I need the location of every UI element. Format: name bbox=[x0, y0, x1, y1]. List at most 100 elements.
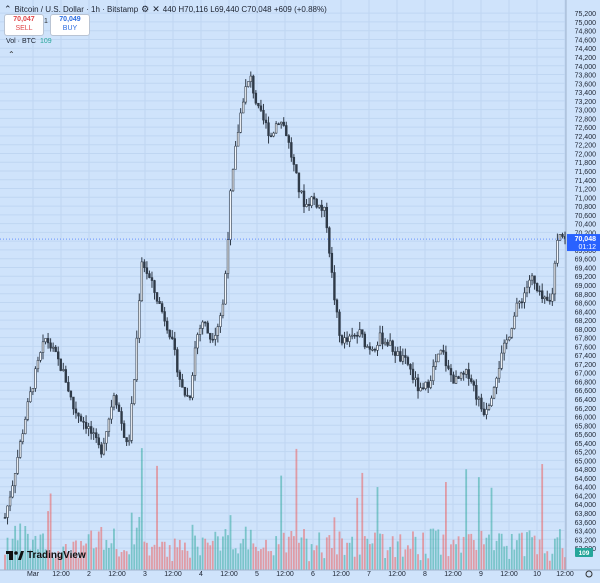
candle-body bbox=[59, 358, 62, 371]
volume-bar bbox=[26, 533, 29, 570]
candle-body bbox=[107, 418, 111, 432]
volume-bar bbox=[548, 560, 551, 570]
close-icon[interactable]: ✕ bbox=[152, 3, 160, 14]
volume-bar bbox=[120, 552, 123, 570]
volume-bar bbox=[366, 538, 369, 570]
candle-body bbox=[267, 122, 270, 137]
candle-body bbox=[214, 335, 217, 340]
collapse-icon[interactable]: ⌃ bbox=[8, 50, 15, 59]
volume-bar bbox=[394, 557, 397, 570]
volume-bar bbox=[62, 546, 65, 570]
volume-bar bbox=[508, 558, 511, 570]
volume-bar bbox=[92, 548, 95, 570]
candle-body bbox=[444, 351, 448, 367]
candle-body bbox=[34, 368, 37, 389]
candle-body bbox=[244, 86, 247, 103]
price-tick-label: 74,000 bbox=[575, 64, 597, 71]
candle-body bbox=[8, 496, 12, 507]
candle-body bbox=[176, 349, 179, 373]
tradingview-logo[interactable]: TradingView bbox=[6, 550, 86, 561]
candle-body bbox=[259, 105, 263, 111]
candle-body bbox=[500, 352, 503, 369]
candle-body bbox=[49, 342, 52, 349]
candle-body bbox=[381, 332, 384, 345]
candle-body bbox=[112, 395, 116, 408]
candle-body bbox=[95, 432, 98, 439]
settings-icon[interactable]: ⚙ bbox=[141, 3, 150, 14]
candle-body bbox=[229, 190, 232, 240]
settings-icon[interactable] bbox=[585, 570, 593, 578]
candle-body bbox=[252, 75, 255, 94]
volume-bar bbox=[242, 538, 245, 570]
candle-body bbox=[404, 355, 407, 358]
volume-bar bbox=[330, 548, 333, 570]
candle-body bbox=[19, 441, 22, 458]
volume-bar bbox=[156, 465, 158, 570]
candle-body bbox=[297, 172, 301, 193]
price-tick-label: 72,200 bbox=[575, 143, 597, 150]
candle-body bbox=[411, 368, 415, 380]
time-tick-label: 12:00 bbox=[164, 571, 182, 578]
sell-button[interactable]: 70,047 SELL bbox=[4, 14, 44, 36]
volume-bar bbox=[437, 529, 440, 570]
volume-bar bbox=[29, 549, 32, 570]
price-tick-label: 69,400 bbox=[575, 265, 597, 272]
candle-body bbox=[269, 135, 273, 138]
chevron-up-icon[interactable]: ⌃ bbox=[4, 3, 12, 14]
volume-bar bbox=[343, 554, 346, 570]
volume-bar bbox=[541, 464, 544, 570]
price-tick-label: 66,400 bbox=[575, 397, 597, 404]
candle-body bbox=[361, 329, 364, 335]
volume-bar bbox=[24, 526, 27, 570]
volume-bar bbox=[59, 554, 62, 570]
candle-body bbox=[325, 206, 329, 229]
volume-bar bbox=[513, 549, 516, 570]
candle-body bbox=[24, 419, 27, 435]
volume-bar bbox=[368, 544, 371, 570]
candle-body bbox=[330, 252, 334, 273]
candle-body bbox=[191, 375, 194, 399]
candle-body bbox=[510, 328, 513, 338]
candle-body bbox=[145, 267, 149, 274]
volume-bar bbox=[510, 533, 513, 570]
candle-body bbox=[41, 341, 45, 353]
price-tick-label: 75,200 bbox=[575, 11, 597, 18]
volume-bar bbox=[34, 535, 37, 570]
candle-body bbox=[254, 92, 258, 104]
candle-body bbox=[264, 119, 268, 124]
price-axis[interactable]: 63,00063,20063,40063,60063,80064,00064,2… bbox=[575, 11, 597, 553]
volume-bar bbox=[181, 550, 184, 570]
symbol-title[interactable]: Bitcoin / U.S. Dollar · 1h · Bitstamp bbox=[14, 4, 139, 14]
candle-body bbox=[302, 190, 306, 207]
volume-bar bbox=[146, 542, 148, 570]
volume-bar bbox=[163, 541, 166, 570]
candle-body bbox=[69, 390, 73, 398]
volume-legend[interactable]: Vol · BTC 109 bbox=[6, 38, 52, 45]
time-axis[interactable]: Mar 12:00 2 12:00 3 12:00 4 12:00 5 12:00 6 12:00 7 1… bbox=[27, 571, 574, 578]
volume-bar bbox=[295, 448, 298, 570]
price-tick-label: 67,800 bbox=[575, 336, 597, 343]
volume-bars bbox=[4, 448, 566, 570]
price-tick-label: 71,800 bbox=[575, 160, 597, 167]
volume-bar bbox=[42, 533, 44, 570]
volume-bar bbox=[19, 523, 22, 570]
volume-bar bbox=[171, 561, 174, 570]
volume-bar bbox=[313, 550, 316, 570]
candle-body bbox=[216, 326, 220, 336]
volume-bar bbox=[87, 534, 90, 570]
candle-body bbox=[388, 340, 392, 346]
candle-body bbox=[160, 303, 164, 312]
price-tick-label: 64,600 bbox=[575, 476, 597, 483]
candle-body bbox=[424, 381, 427, 389]
volume-bar bbox=[158, 546, 161, 570]
volume-bar bbox=[412, 531, 414, 570]
candle-body bbox=[26, 401, 30, 420]
candle-body bbox=[340, 335, 344, 344]
volume-bar bbox=[260, 549, 262, 570]
volume-bar bbox=[531, 537, 533, 570]
buy-button[interactable]: 70,049 BUY bbox=[50, 14, 90, 36]
price-tick-label: 73,600 bbox=[575, 81, 597, 88]
volume-bar bbox=[201, 537, 204, 570]
candle-body bbox=[495, 377, 498, 388]
